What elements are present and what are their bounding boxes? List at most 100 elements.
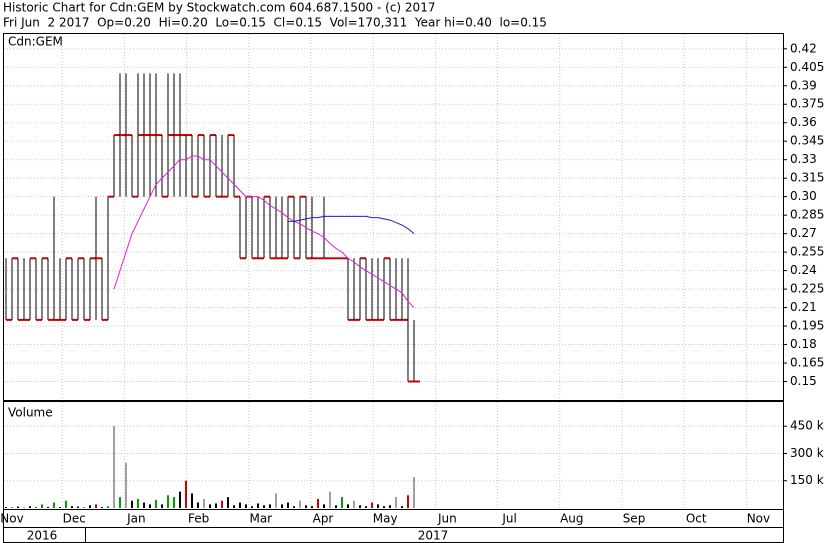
month-label: Apr <box>313 512 334 526</box>
year-label: 2017 <box>418 529 449 543</box>
volume-bar <box>329 491 331 508</box>
y-tick-label: 0.375 <box>790 97 824 111</box>
volume-bar <box>47 506 49 508</box>
y-tick-label: 0.39 <box>790 78 817 92</box>
month-label: Nov <box>747 512 770 526</box>
volume-bar <box>119 497 121 508</box>
y-tick-label: 0.405 <box>790 60 824 74</box>
volume-bar <box>293 506 295 508</box>
volume-bar <box>89 505 91 508</box>
volume-bar <box>107 506 109 508</box>
volume-bar <box>299 500 301 508</box>
volume-bar <box>53 502 55 508</box>
volume-bar <box>413 477 415 508</box>
y-tick-label: 0.225 <box>790 282 824 296</box>
y-tick-label: 0.195 <box>790 319 824 333</box>
volume-bar <box>353 500 355 508</box>
volume-bar <box>11 507 13 508</box>
volume-bar <box>131 500 133 508</box>
year-label: 2016 <box>27 529 58 543</box>
volume-bar <box>95 504 97 508</box>
volume-bar <box>161 504 163 508</box>
volume-bar <box>149 504 151 508</box>
moving-average <box>288 215 415 235</box>
header-title: Historic Chart for Cdn:GEM by Stockwatch… <box>3 1 435 15</box>
volume-bar <box>221 500 223 508</box>
volume-bar <box>365 506 367 508</box>
volume-bar <box>347 504 349 508</box>
volume-bar <box>113 426 115 508</box>
y-tick-label: 0.21 <box>790 300 817 314</box>
y-tick-label: 0.27 <box>790 226 817 240</box>
volume-bar <box>215 503 217 508</box>
volume-bar <box>59 507 61 508</box>
y-tick-label: 0.24 <box>790 263 817 277</box>
volume-bar <box>35 507 37 508</box>
volume-bar <box>245 504 247 508</box>
volume-bar <box>251 506 253 508</box>
volume-bar <box>71 506 73 508</box>
volume-bar <box>395 497 397 508</box>
month-label: Aug <box>560 512 583 526</box>
month-label: Nov <box>0 512 23 526</box>
volume-bar <box>173 497 175 508</box>
y-tick-label: 300 k <box>790 446 824 460</box>
month-label: Jul <box>501 512 516 526</box>
y-tick-label: 0.15 <box>790 374 817 388</box>
y-tick-label: 0.33 <box>790 152 817 166</box>
y-tick-label: 450 k <box>790 419 824 433</box>
volume-bar <box>101 507 103 508</box>
volume-bar <box>377 504 379 508</box>
volume-bar <box>305 505 307 508</box>
volume-bar <box>227 497 229 508</box>
month-label: Sep <box>623 512 646 526</box>
volume-bar <box>17 506 19 508</box>
volume-bar <box>317 498 319 508</box>
volume-bar <box>233 505 235 508</box>
volume-bar <box>83 507 85 508</box>
volume-bar <box>269 504 271 508</box>
price-label: Cdn:GEM <box>8 35 63 49</box>
volume-bar <box>197 502 199 508</box>
volume-bar <box>281 504 283 508</box>
volume-bar <box>359 505 361 508</box>
volume-bar <box>125 462 127 508</box>
month-label: Jun <box>437 512 457 526</box>
volume-bar <box>155 499 157 508</box>
y-tick-label: 0.36 <box>790 115 817 129</box>
volume-bar <box>209 504 211 508</box>
volume-bar <box>389 505 391 508</box>
volume-bar <box>371 502 373 508</box>
y-tick-label: 150 k <box>790 473 824 487</box>
volume-bar <box>143 502 145 508</box>
month-label: Oct <box>686 512 707 526</box>
volume-bar <box>323 504 325 508</box>
volume-bar <box>41 504 43 508</box>
volume-bar <box>383 506 385 508</box>
y-tick-label: 0.165 <box>790 356 824 370</box>
y-tick-label: 0.315 <box>790 171 824 185</box>
y-tick-label: 0.255 <box>790 245 824 259</box>
volume-label: Volume <box>8 406 53 420</box>
price-panel <box>3 33 784 401</box>
y-tick-label: 0.42 <box>790 41 817 55</box>
volume-bar <box>77 506 79 508</box>
volume-bar <box>275 493 277 508</box>
volume-bar <box>341 497 343 508</box>
volume-bar <box>167 495 169 508</box>
volume-bar <box>401 506 403 508</box>
y-tick-label: 0.345 <box>790 134 824 148</box>
volume-bar <box>203 498 205 508</box>
volume-bar <box>239 502 241 508</box>
volume-bar <box>29 506 31 508</box>
header-quote: Fri Jun 2 2017 Op=0.20 Hi=0.20 Lo=0.15 C… <box>3 16 547 30</box>
volume-bar <box>185 480 187 508</box>
volume-bar <box>287 502 289 508</box>
month-label: Feb <box>188 512 209 526</box>
volume-bar <box>407 495 409 508</box>
volume-bar <box>137 498 139 508</box>
month-label: May <box>373 512 398 526</box>
month-label: Jan <box>126 512 146 526</box>
